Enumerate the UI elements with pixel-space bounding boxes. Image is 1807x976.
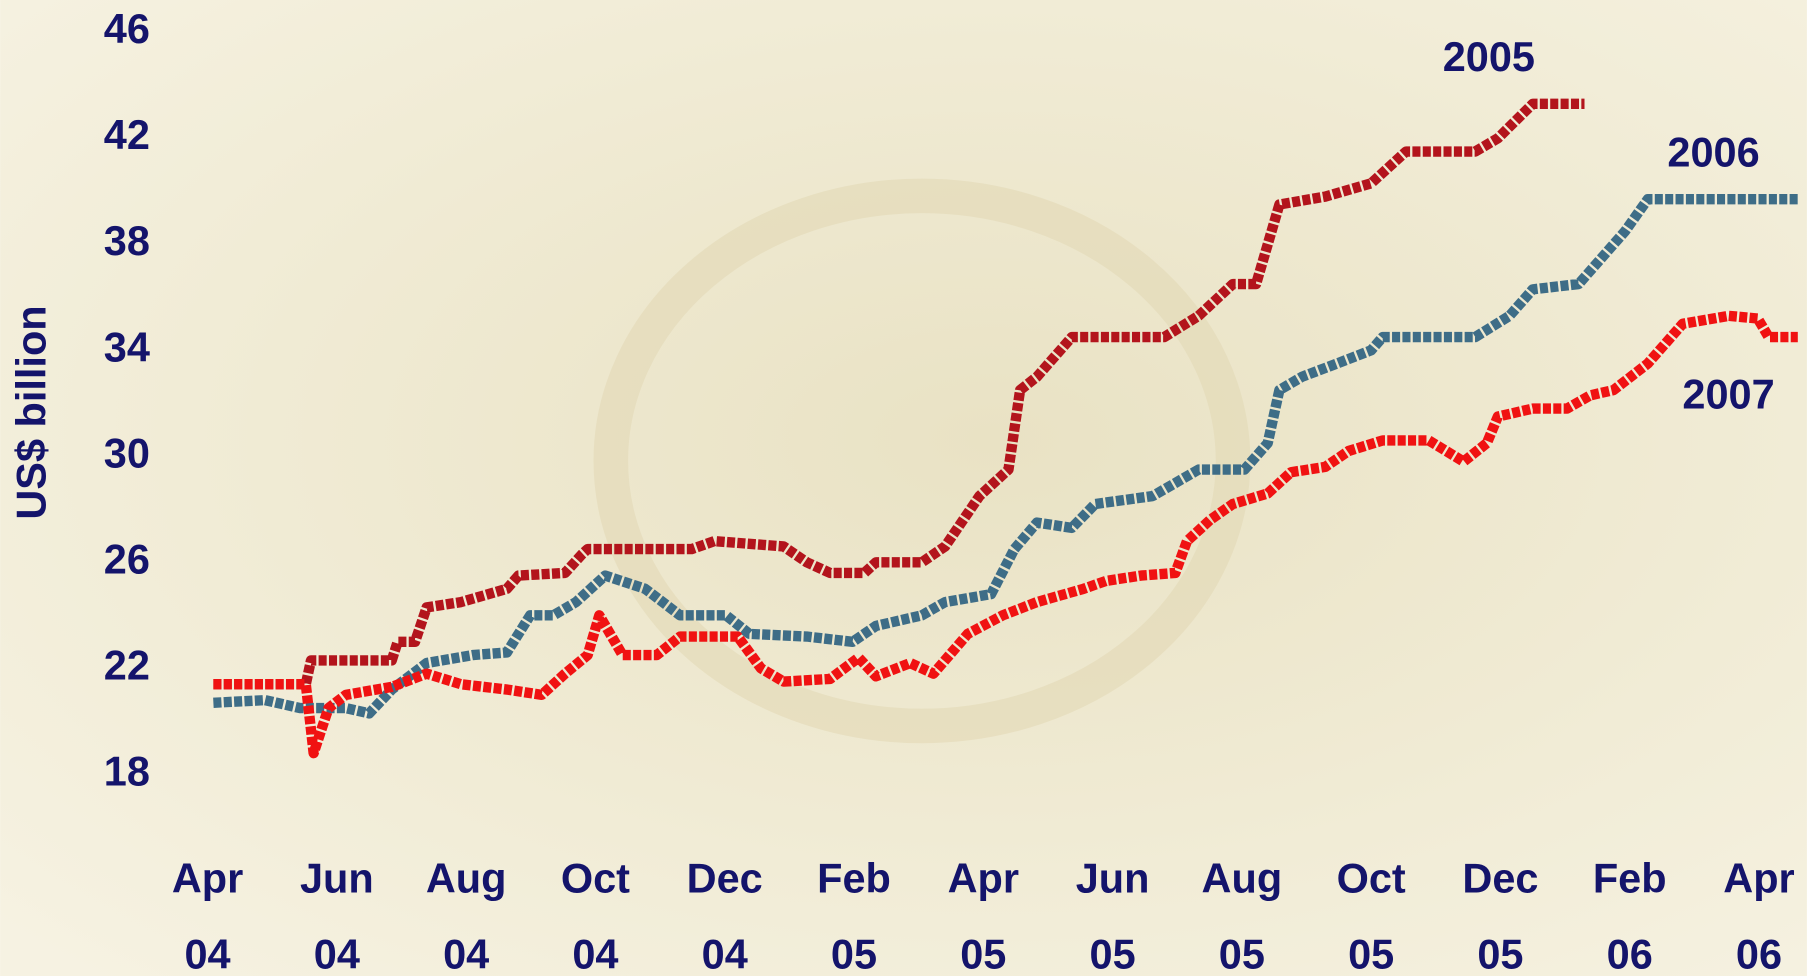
series-label: 2006	[1667, 129, 1759, 176]
y-tick-label: 22	[104, 641, 150, 688]
y-axis-label: US$ billion	[8, 305, 55, 519]
chart: US$ billion 1822263034384246Apr04Jun04Au…	[0, 0, 1807, 976]
y-tick-label: 46	[104, 5, 150, 52]
y-tick-label: 30	[104, 429, 150, 476]
background	[0, 0, 1807, 976]
y-tick-label: 34	[104, 323, 150, 370]
series-label: 2007	[1682, 370, 1774, 417]
page: {"chart_data": {"type": "line", "y_label…	[0, 0, 1807, 976]
y-tick-label: 26	[104, 535, 150, 582]
y-tick-label: 42	[104, 111, 150, 158]
y-tick-label: 18	[104, 747, 150, 794]
y-tick-label: 38	[104, 217, 150, 264]
series-label: 2005	[1443, 33, 1535, 80]
